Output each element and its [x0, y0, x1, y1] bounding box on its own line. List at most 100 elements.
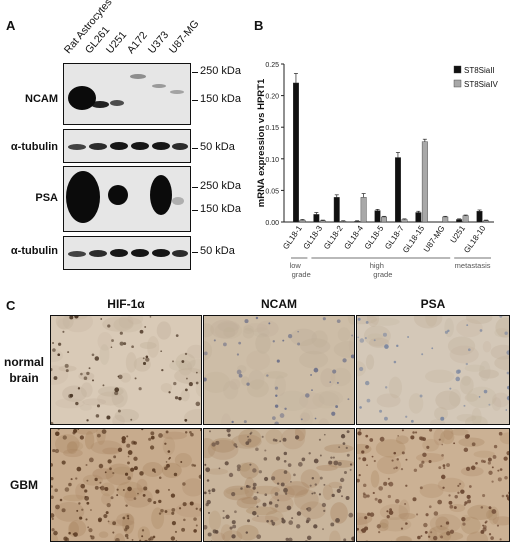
x-tick-label-9: GL18-10 — [462, 224, 488, 255]
y-tick-label-2: 0.10 — [265, 157, 279, 164]
x-tick-label-8: U251 — [449, 224, 468, 245]
blot-band-0-5 — [170, 90, 184, 94]
x-tick-label-0: GL18-1 — [281, 224, 304, 251]
bar-1-1 — [319, 220, 326, 223]
blot-row-1 — [63, 129, 191, 163]
mrna-expression-chart: 0.00 0.05 0.10 0.15 0.20 0.25 mRNA expression … — [256, 62, 498, 279]
group-label-1-0: high — [370, 261, 384, 270]
blot-row-label-1: α-tubulin — [10, 141, 58, 153]
blot-band-1-1 — [89, 143, 107, 150]
ihc-image-normal-brain-1 — [203, 315, 355, 425]
blot-band-2-0 — [66, 171, 100, 223]
bar-1-7 — [442, 216, 449, 223]
x-tick-label-7: U87-MG — [422, 224, 447, 254]
bar-1-8 — [462, 215, 469, 223]
y-tick-label-0: 0.00 — [265, 220, 279, 227]
bar-1-6 — [421, 141, 428, 223]
blot-band-1-4 — [152, 142, 170, 150]
group-label-1-1: grade — [373, 270, 392, 279]
ihc-image-GBM-0 — [50, 428, 202, 542]
marker-tick-0-1 — [192, 100, 198, 101]
bar-0-8 — [456, 219, 463, 223]
tissue-texture — [357, 429, 509, 541]
marker-label-0-1: 150 kDa — [200, 93, 241, 105]
blot-row-3 — [63, 236, 191, 270]
ihc-image-GBM-1 — [203, 428, 355, 542]
bar-1-3 — [360, 197, 367, 223]
panel-b-label: B — [254, 18, 264, 33]
bar-0-9 — [476, 211, 483, 223]
bar-0-5 — [394, 157, 401, 223]
blot-row-label-2: PSA — [35, 192, 58, 204]
bar-1-2 — [340, 221, 347, 223]
bar-0-0 — [293, 82, 299, 223]
ihc-image-normal-brain-2 — [356, 315, 510, 425]
blot-band-2-1 — [108, 185, 128, 205]
marker-tick-2-0 — [192, 187, 198, 188]
blot-row-label-3: α-tubulin — [10, 245, 58, 257]
blot-band-0-2 — [110, 100, 124, 106]
blot-row-0 — [63, 63, 191, 125]
blot-band-1-3 — [131, 142, 149, 150]
group-label-0-1: grade — [292, 270, 311, 279]
tissue-texture — [51, 316, 201, 424]
bar-0-3 — [354, 221, 361, 223]
blot-band-2-2 — [150, 175, 172, 215]
bar-0-4 — [374, 210, 381, 223]
blot-band-2-3 — [172, 197, 184, 205]
bar-0-6 — [415, 212, 422, 223]
blot-band-0-1 — [91, 101, 109, 108]
bar-1-4 — [381, 216, 388, 223]
tissue-texture — [51, 429, 201, 541]
ihc-column-header-1: NCAM — [261, 297, 297, 311]
blot-band-0-4 — [152, 84, 166, 88]
y-tick-label-4: 0.20 — [265, 94, 279, 101]
y-tick-label-3: 0.15 — [265, 125, 279, 132]
legend-label-1: ST8SiaIV — [464, 80, 498, 89]
marker-label-3-0: 50 kDa — [200, 245, 235, 257]
blot-band-1-2 — [110, 142, 128, 150]
group-label-0-0: low — [290, 261, 302, 270]
legend-label-0: ST8SiaII — [464, 66, 495, 75]
ihc-column-header-2: PSA — [420, 297, 446, 311]
marker-tick-3-0 — [192, 252, 198, 253]
blot-band-3-4 — [152, 249, 170, 257]
blot-row-2 — [63, 166, 191, 232]
blot-band-3-3 — [131, 249, 149, 257]
blot-band-3-5 — [172, 250, 188, 257]
ihc-image-GBM-2 — [356, 428, 510, 542]
bar-0-2 — [333, 197, 340, 223]
marker-label-0-0: 250 kDa — [200, 65, 241, 77]
marker-tick-1-0 — [192, 148, 198, 149]
group-label-2-0: metastasis — [455, 261, 491, 270]
legend-swatch-1 — [453, 79, 462, 88]
blot-band-1-0 — [68, 144, 86, 150]
marker-label-1-0: 50 kDa — [200, 141, 235, 153]
bar-1-9 — [483, 220, 490, 223]
ihc-row-header-1: GBM — [10, 478, 38, 492]
marker-tick-0-0 — [192, 72, 198, 73]
marker-tick-2-1 — [192, 210, 198, 211]
ihc-image-normal-brain-0 — [50, 315, 202, 425]
y-tick-label-1: 0.05 — [265, 188, 279, 195]
bar-0-1 — [313, 214, 320, 223]
legend-swatch-0 — [453, 65, 462, 74]
x-tick-label-3: GL18-4 — [342, 224, 365, 251]
blot-band-3-2 — [110, 249, 128, 257]
marker-label-2-1: 150 kDa — [200, 203, 241, 215]
blot-band-1-5 — [172, 143, 188, 150]
y-axis-label: mRNA expression vs HPRT1 — [256, 78, 267, 207]
lane-label-4: U373 — [145, 29, 172, 56]
blot-band-3-0 — [68, 251, 86, 257]
tissue-texture — [204, 316, 354, 424]
x-tick-label-1: GL18-3 — [302, 224, 325, 251]
blot-band-0-3 — [130, 74, 146, 79]
y-tick-label-5: 0.25 — [265, 62, 279, 69]
bar-1-5 — [401, 219, 408, 223]
panel-c-label: C — [6, 298, 16, 313]
marker-label-2-0: 250 kDa — [200, 180, 241, 192]
lane-label-3: A172 — [124, 29, 150, 56]
x-tick-label-2: GL18-2 — [322, 224, 345, 251]
ihc-row-header-0: normal brain — [3, 355, 44, 385]
panel-a-label: A — [6, 18, 16, 33]
